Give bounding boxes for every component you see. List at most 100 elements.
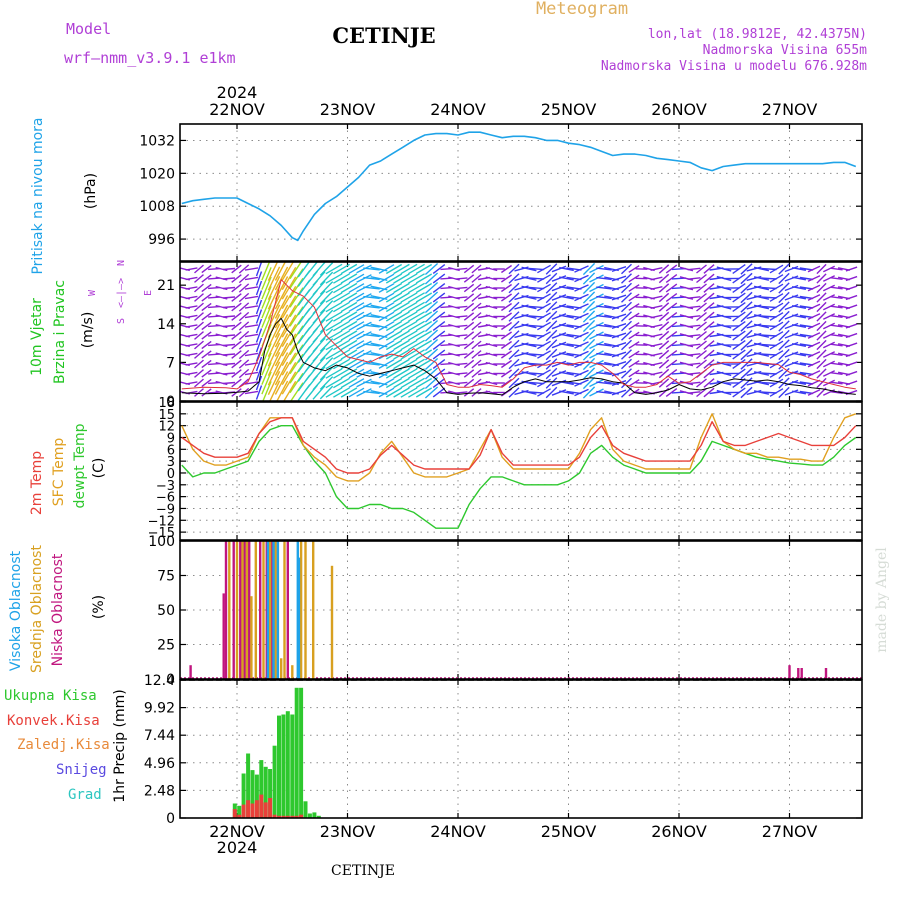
wind-arrow (784, 341, 799, 349)
wind-arrow (312, 318, 326, 334)
wind-arrow (393, 292, 410, 303)
wind-arrow (471, 359, 482, 369)
wind-arrow (696, 311, 707, 322)
convective-rain-bar (259, 794, 264, 818)
wind-arrow (784, 360, 799, 368)
wind-arrow (501, 359, 512, 369)
wind-arrow (319, 262, 334, 276)
mid-cloud-bar (228, 541, 231, 679)
wind-arrow (830, 267, 843, 271)
wind-arrow (471, 283, 482, 293)
wind-arrow (194, 378, 204, 388)
convective-rain-bar (250, 803, 255, 818)
wind-arrow (400, 339, 418, 351)
meteogram-title: Meteogram (536, 0, 628, 19)
wind-arrow (845, 313, 858, 320)
wind-arrow (845, 380, 858, 386)
wind-arrow (830, 391, 843, 394)
wind-arrow (185, 305, 198, 309)
wind-arrow (582, 319, 596, 333)
wind-arrow (830, 334, 843, 337)
wind-arrow (816, 377, 827, 389)
wind-arrow (703, 283, 715, 293)
wind-arrow (650, 276, 663, 281)
wind-arrow (222, 305, 236, 309)
wind-arrow (703, 378, 715, 388)
wind-arrow (356, 312, 372, 321)
wind-arrow (312, 328, 326, 343)
wind-arrow (485, 304, 498, 310)
wind-arrow (432, 349, 446, 360)
wind-arrow (559, 333, 574, 338)
wind-arrow (551, 322, 567, 330)
wind-arrow (559, 304, 574, 310)
wind-arrow (201, 302, 212, 312)
wind-arrow (415, 377, 433, 389)
wind-arrow (816, 311, 827, 322)
y-tick-label: 14 (157, 317, 175, 333)
wind-arrow (791, 381, 807, 385)
wind-arrow (363, 305, 380, 309)
wind-arrow (703, 321, 715, 331)
wind-arrow (769, 274, 784, 283)
wind-arrow (679, 352, 694, 357)
wind-arrow (312, 280, 326, 296)
wind-arrow (289, 344, 304, 365)
wind-arrow (340, 320, 358, 332)
wind-arrow (194, 302, 204, 312)
wind-arrow (665, 293, 678, 302)
wind-arrow (769, 312, 784, 321)
wind-arrow (769, 378, 784, 388)
convective-rain-bar (290, 815, 295, 818)
wind-arrow (255, 328, 263, 343)
wind-arrow (528, 343, 545, 347)
wind-arrow (393, 282, 410, 294)
wind-arrow (393, 273, 410, 284)
wind-arrow (545, 282, 558, 294)
wind-arrow (845, 342, 858, 348)
wind-arrow (289, 363, 304, 384)
wind-arrow (348, 321, 365, 331)
wind-arrow (222, 324, 236, 328)
wind-arrow (415, 358, 433, 370)
wind-arrow (791, 371, 807, 376)
wind-arrow (589, 312, 604, 321)
wind-arrow (393, 330, 410, 341)
wind-arrow (816, 292, 827, 303)
direction-w: W (87, 289, 98, 296)
wind-arrow (222, 353, 236, 356)
total-rain-bar (250, 770, 255, 818)
wind-arrow (589, 350, 604, 359)
total-rain-bar (290, 714, 295, 818)
wind-arrow (455, 381, 468, 385)
wind-arrow (194, 340, 204, 350)
wind-arrow (289, 315, 304, 337)
low-cloud-bar (788, 665, 791, 679)
wind-arrow (393, 311, 410, 322)
wind-arrow (244, 324, 259, 328)
footer-location: CETINJE (331, 863, 395, 879)
wind-arrow (393, 320, 410, 332)
wind-arrow (628, 360, 640, 368)
wind-arrow (408, 339, 425, 351)
wind-arrow (778, 282, 790, 294)
wind-arrow (281, 295, 297, 319)
wind-arrow (791, 324, 807, 328)
wind-arrow (194, 359, 204, 369)
wind-arrow (611, 323, 627, 329)
wind-arrow (784, 351, 799, 358)
wind-arrow (281, 285, 297, 310)
wind-arrow (363, 362, 380, 366)
convective-rain-bar (285, 815, 290, 818)
wind-arrow (378, 330, 395, 341)
wind-arrow (537, 340, 551, 350)
sfc-temp-line (181, 413, 857, 482)
wind-arrow (231, 378, 242, 388)
wind-arrow (703, 340, 715, 350)
wind-arrow (508, 339, 520, 351)
wind-arrow (778, 329, 790, 342)
wind-arrow (628, 293, 640, 302)
wind-arrow (769, 331, 784, 340)
wind-arrow (432, 302, 446, 312)
wind-arrow (551, 303, 567, 311)
